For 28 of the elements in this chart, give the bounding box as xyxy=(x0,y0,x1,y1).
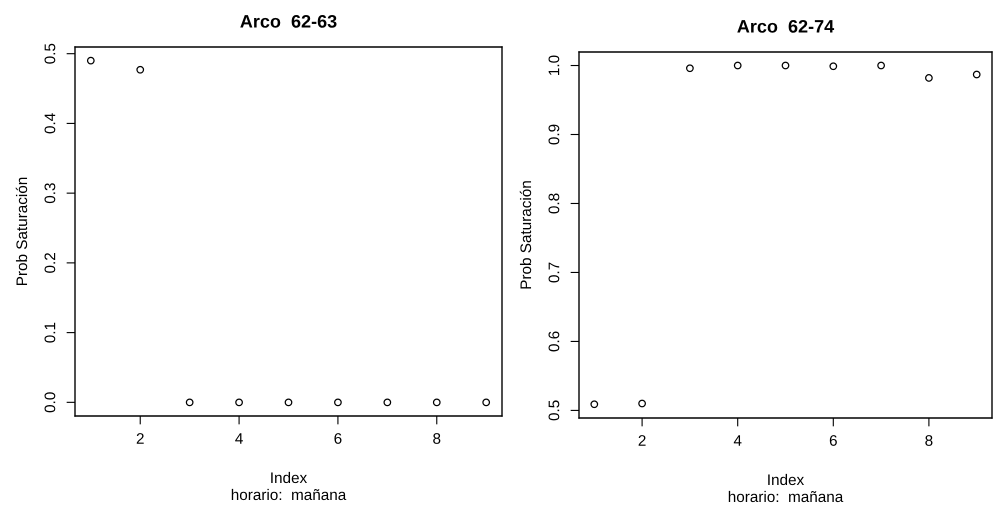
y-tick-label: 0.0 xyxy=(44,392,56,412)
x-tick-label: 4 xyxy=(734,435,742,446)
x-tick-label: 6 xyxy=(830,435,837,446)
y-tick-label: 0.2 xyxy=(44,253,56,273)
y-axis-title: Prob Saturación xyxy=(520,181,532,289)
x-axis-title: Index xyxy=(271,472,308,484)
y-tick-label: 1.0 xyxy=(548,55,560,75)
y-tick-label: 0.1 xyxy=(44,322,56,343)
y-tick-label: 0.3 xyxy=(44,183,56,204)
x-tick-label: 2 xyxy=(136,433,144,444)
x-tick-label: 8 xyxy=(925,435,932,446)
y-tick-label: 0.8 xyxy=(548,194,560,214)
x-axis-title: Index xyxy=(768,474,804,486)
x-tick-label: 2 xyxy=(638,435,646,446)
y-tick-label: 0.5 xyxy=(44,44,56,64)
x-tick-label: 8 xyxy=(433,433,440,444)
y-tick-label: 0.9 xyxy=(548,124,560,145)
y-tick-label: 0.7 xyxy=(548,262,560,282)
y-tick-label: 0.6 xyxy=(548,331,560,352)
x-tick-label: 6 xyxy=(334,433,342,444)
chart-title: Arco 62-74 xyxy=(737,20,834,33)
y-tick-label: 0.4 xyxy=(44,113,56,134)
x-tick-label: 4 xyxy=(235,433,243,444)
y-axis-title: Prob Saturación xyxy=(16,178,28,286)
chart-title: Arco 62-63 xyxy=(240,14,337,28)
text: horario: mañana xyxy=(232,488,346,500)
y-tick-label: 0.5 xyxy=(548,400,560,420)
text: horario: mañana xyxy=(728,490,844,502)
